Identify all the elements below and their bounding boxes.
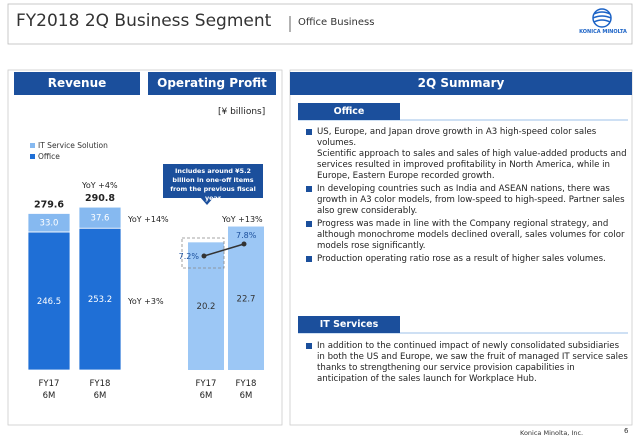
highlight-box [181,237,225,269]
bullet: In addition to the continued impact of n… [303,341,628,385]
left-panel [7,69,283,426]
bar-segment [27,213,71,233]
bullet-list: US, Europe, and Japan drove growth in A3… [303,127,628,267]
header-frame [7,3,633,45]
logo-text: KONICA MINOLTA [579,29,627,35]
bar-value-label: 246.5 [37,297,61,307]
total-label: 290.8 [85,193,115,204]
margin-point [241,241,247,247]
margin-line [203,243,245,257]
footer-company: Konica Minolta, Inc. [520,429,584,437]
bullet: Production operating ratio rose as a res… [303,254,628,265]
summary-tab: 2Q Summary [290,72,632,95]
legend-label: IT Service Solution [38,141,108,150]
section-tab: IT Services Solutions [298,316,400,347]
x-tick-label: FY17 6M [195,379,217,401]
legend-swatch [30,143,35,148]
bar-value-label: 37.6 [91,214,110,224]
bar [228,226,264,370]
margin-label: 7.2% [179,252,200,261]
bar-value-label: 22.7 [237,294,256,304]
bar [188,242,224,370]
annotation: YoY +3% [127,297,164,306]
profit-tab: Operating Profit [148,72,276,95]
bullet: In developing countries such as India an… [303,184,628,217]
callout-box [163,164,263,198]
bar-segment [27,231,71,371]
slide-subtitle: Office Business [298,17,375,28]
section-tab: Office [298,103,400,120]
unit-label: [¥ billions] [218,107,266,117]
legend-swatch [30,154,35,159]
margin-point [201,253,207,259]
bar-segment [78,206,122,229]
logo-mark [592,8,612,28]
total-label: 279.6 [34,199,64,210]
bar-value-label: 253.2 [88,295,112,305]
slide-title: FY2018 2Q Business Segment [16,11,272,31]
bullet: Progress was made in line with the Compa… [303,219,628,252]
annotation: YoY +14% [127,215,169,224]
bar-segment [78,227,122,371]
page-number: 6 [624,427,629,435]
callout-pointer [200,197,214,205]
x-tick-label: FY17 6M [38,379,60,401]
legend-label: Office [38,152,60,161]
x-tick-label: FY18 6M [235,379,257,401]
callout-text: Includes around ¥5.2 billion in one-off … [170,167,256,202]
margin-label: 7.8% [236,231,257,240]
annotation: YoY +13% [221,215,263,224]
annotation: YoY +4% [81,181,118,190]
revenue-tab: Revenue [14,72,140,95]
bullet-list: In addition to the continued impact of n… [303,341,628,387]
bar-value-label: 20.2 [197,302,216,312]
x-tick-label: FY18 6M [89,379,111,401]
bullet: US, Europe, and Japan drove growth in A3… [303,127,628,182]
right-panel [289,69,633,426]
bar-value-label: 33.0 [40,219,59,229]
